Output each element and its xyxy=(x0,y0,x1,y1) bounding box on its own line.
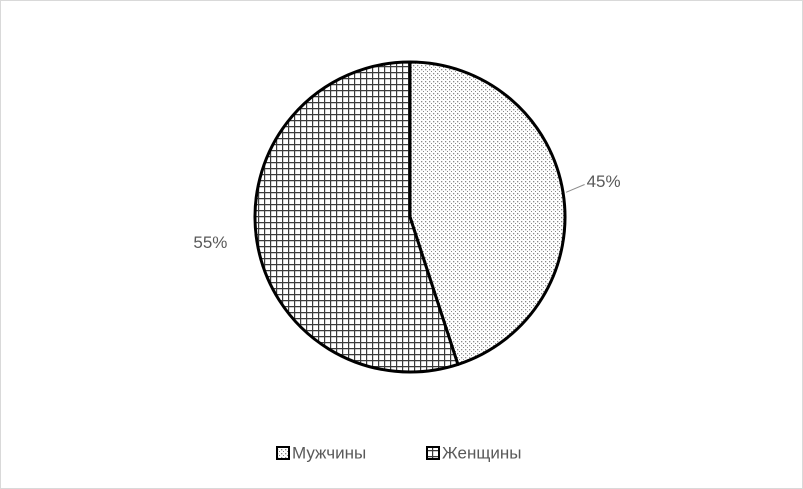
legend-label: Женщины xyxy=(442,443,521,462)
legend-swatch xyxy=(426,446,440,460)
data-label: 45% xyxy=(587,172,621,191)
pie-slice xyxy=(253,60,460,374)
data-label: 55% xyxy=(193,233,227,252)
legend-swatch xyxy=(276,446,290,460)
legend-label: Мужчины xyxy=(292,443,366,462)
leader-line xyxy=(565,184,585,193)
pie-slice xyxy=(408,60,567,366)
